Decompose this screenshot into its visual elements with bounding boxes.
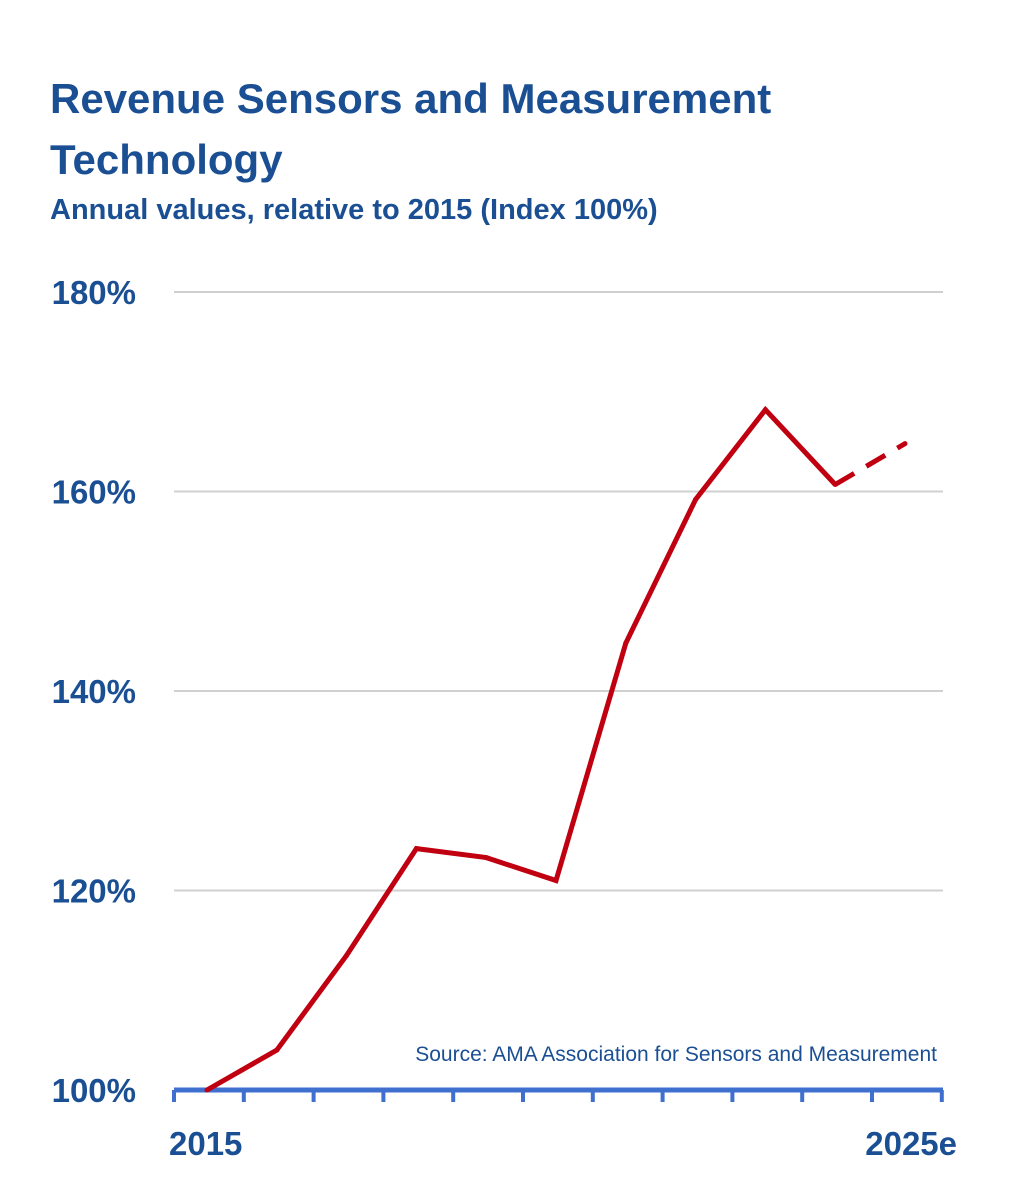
data-point-2024: [832, 482, 838, 488]
y-tick-label: 120%: [52, 873, 136, 910]
revenue-series: [204, 405, 908, 1093]
data-point-2017: [344, 952, 350, 958]
x-tick-label-start: 2015: [169, 1125, 242, 1162]
data-point-2020: [553, 878, 559, 884]
y-tick-label: 180%: [52, 274, 136, 311]
y-tick-label: 160%: [52, 474, 136, 511]
series-line-actual: [205, 405, 838, 1093]
x-axis: [172, 1087, 944, 1102]
source-note: Source: AMA Association for Sensors and …: [415, 1043, 937, 1066]
data-point-2015: [204, 1087, 210, 1093]
chart-title: Revenue Sensors and Measurement Technolo…: [50, 75, 772, 183]
y-tick-label: 100%: [52, 1072, 136, 1109]
x-axis-tick-labels: 2015 2025e: [169, 1125, 957, 1162]
series-line-estimate: [833, 441, 907, 487]
data-point-2018: [413, 846, 419, 852]
data-point-2022: [693, 496, 699, 502]
data-point-2023: [762, 407, 768, 413]
chart-subtitle: Annual values, relative to 2015 (Index 1…: [50, 194, 658, 226]
data-point-2019: [483, 855, 489, 861]
x-tick-label-end: 2025e: [865, 1125, 957, 1162]
grid-lines: [174, 291, 943, 892]
data-point-2016: [274, 1047, 280, 1053]
data-point-2025e: [902, 441, 908, 447]
y-axis-tick-labels: 100% 120% 140% 160% 180%: [52, 274, 136, 1109]
y-tick-label: 140%: [52, 673, 136, 710]
data-point-2021: [623, 640, 629, 646]
